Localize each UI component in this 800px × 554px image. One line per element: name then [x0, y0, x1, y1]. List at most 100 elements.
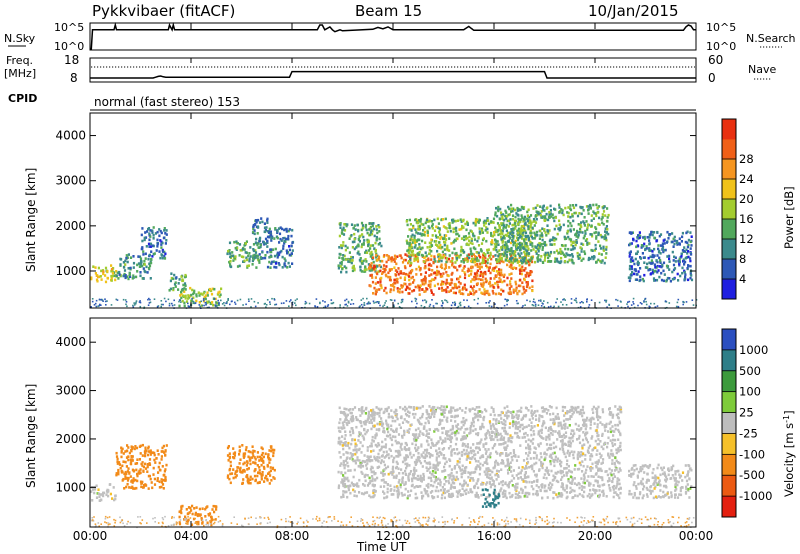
scatter-cell [393, 254, 397, 258]
scatter-cell [198, 294, 201, 297]
ground-scatter-cell [401, 300, 404, 303]
scatter-cell [495, 206, 498, 210]
scatter-cell [179, 294, 182, 297]
scatter-cell [579, 223, 582, 227]
scatter-cell [241, 444, 244, 447]
scatter-cell [574, 243, 577, 247]
scatter-cell [511, 214, 515, 217]
scatter-cell [347, 260, 350, 263]
scatter-cell [232, 476, 235, 480]
scatter-cell [497, 205, 500, 209]
ground-scatter-cell [132, 304, 134, 307]
scatter-cell [511, 251, 514, 255]
scatter-cell [428, 226, 431, 230]
scatter-cell [461, 409, 464, 412]
scatter-cell [194, 513, 197, 516]
scatter-cell [365, 260, 368, 263]
ground-scatter-cell [165, 300, 167, 303]
scatter-cell [530, 270, 533, 274]
scatter-cell [261, 250, 264, 254]
freq-unit-label: [MHz] [4, 67, 36, 80]
scatter-cell [274, 262, 278, 265]
scatter-cell [361, 459, 364, 463]
scatter-cell [282, 247, 285, 250]
scatter-cell [564, 422, 567, 426]
scatter-cell [431, 234, 434, 237]
ground-scatter-cell [339, 304, 341, 306]
scatter-cell [424, 241, 427, 244]
scatter-cell [575, 235, 578, 238]
scatter-cell [582, 236, 585, 240]
scatter-cell [527, 454, 530, 457]
scatter-cell [460, 245, 463, 249]
scatter-cell [513, 266, 516, 270]
scatter-cell [514, 227, 517, 230]
scatter-cell [125, 465, 128, 468]
scatter-cell [234, 246, 237, 250]
scatter-cell [475, 415, 478, 418]
scatter-cell [550, 243, 554, 246]
scatter-cell [488, 282, 492, 285]
scatter-cell [527, 225, 530, 228]
scatter-cell [583, 252, 587, 256]
scatter-cell [430, 412, 434, 416]
scatter-cell [358, 258, 361, 262]
scatter-cell [407, 421, 410, 424]
scatter-cell [408, 260, 411, 263]
scatter-cell [339, 226, 342, 229]
scatter-cell [269, 469, 272, 473]
ground-scatter-cell [139, 301, 142, 304]
scatter-cell [575, 203, 578, 207]
scatter-cell [603, 426, 606, 429]
scatter-cell [163, 451, 166, 454]
scatter-cell [673, 242, 676, 246]
scatter-cell [496, 240, 499, 243]
scatter-cell [634, 269, 637, 272]
scatter-cell [569, 238, 573, 241]
scatter-cell [529, 428, 532, 432]
scatter-cell [111, 271, 114, 275]
scatter-cell [522, 225, 525, 228]
scatter-cell [136, 458, 139, 461]
scatter-cell [285, 230, 288, 233]
scatter-cell [231, 456, 235, 459]
scatter-cell [684, 260, 687, 264]
scatter-cell [227, 249, 230, 253]
scatter-cell [496, 452, 499, 455]
scatter-cell [580, 250, 583, 253]
scatter-cell [590, 214, 593, 217]
scatter-cell [424, 264, 427, 268]
scatter-cell [600, 218, 603, 221]
scatter-cell [382, 267, 385, 270]
scatter-cell [136, 474, 139, 478]
scatter-cell [521, 436, 524, 439]
ground-scatter-cell [265, 304, 268, 306]
scatter-cell [653, 270, 656, 273]
scatter-cell [136, 472, 139, 476]
scatter-cell [430, 244, 434, 247]
scatter-cell [398, 287, 401, 291]
scatter-cell [234, 472, 237, 476]
scatter-cell [515, 286, 518, 290]
scatter-cell [575, 241, 578, 244]
scatter-cell [247, 455, 250, 459]
scatter-cell [135, 486, 138, 490]
scatter-cell [288, 248, 291, 252]
scatter-cell [114, 497, 117, 501]
scatter-cell [505, 243, 508, 246]
scatter-cell [264, 229, 267, 232]
scatter-cell [537, 254, 540, 257]
scatter-cell [495, 258, 498, 261]
scatter-cell [471, 287, 474, 290]
scatter-cell [506, 219, 509, 223]
scatter-cell [411, 275, 414, 279]
ground-scatter-cell [463, 299, 465, 301]
scatter-cell [482, 445, 485, 448]
scatter-cell [567, 215, 570, 218]
scatter-cell [158, 486, 161, 489]
ground-scatter-cell [250, 298, 253, 300]
scatter-cell [164, 450, 167, 453]
scatter-cell [534, 206, 537, 210]
scatter-cell [141, 480, 144, 484]
scatter-cell [118, 270, 121, 274]
